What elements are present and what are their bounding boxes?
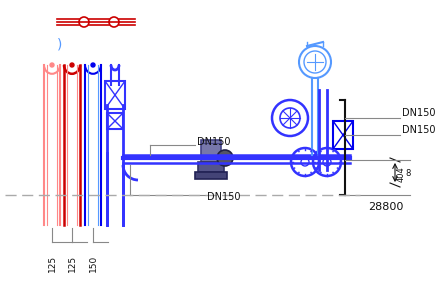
Text: DN150: DN150 — [207, 192, 241, 202]
Text: DN150: DN150 — [197, 137, 231, 147]
Text: 28800: 28800 — [368, 202, 403, 212]
Circle shape — [217, 150, 233, 166]
Text: 404: 404 — [397, 166, 406, 182]
Circle shape — [91, 63, 95, 67]
Circle shape — [50, 63, 54, 67]
Text: 125: 125 — [68, 255, 77, 272]
Circle shape — [70, 63, 74, 67]
Text: 8: 8 — [405, 169, 410, 178]
Text: 125: 125 — [48, 255, 57, 272]
Bar — [107, 113, 123, 129]
Text: 150: 150 — [89, 255, 98, 272]
Text: DN150: DN150 — [402, 108, 436, 118]
Bar — [198, 162, 224, 172]
Bar — [201, 140, 221, 162]
Text: DN150: DN150 — [402, 125, 436, 135]
Bar — [333, 121, 353, 149]
Text: ): ) — [57, 37, 63, 51]
Bar — [105, 81, 125, 109]
Bar — [195, 172, 227, 179]
